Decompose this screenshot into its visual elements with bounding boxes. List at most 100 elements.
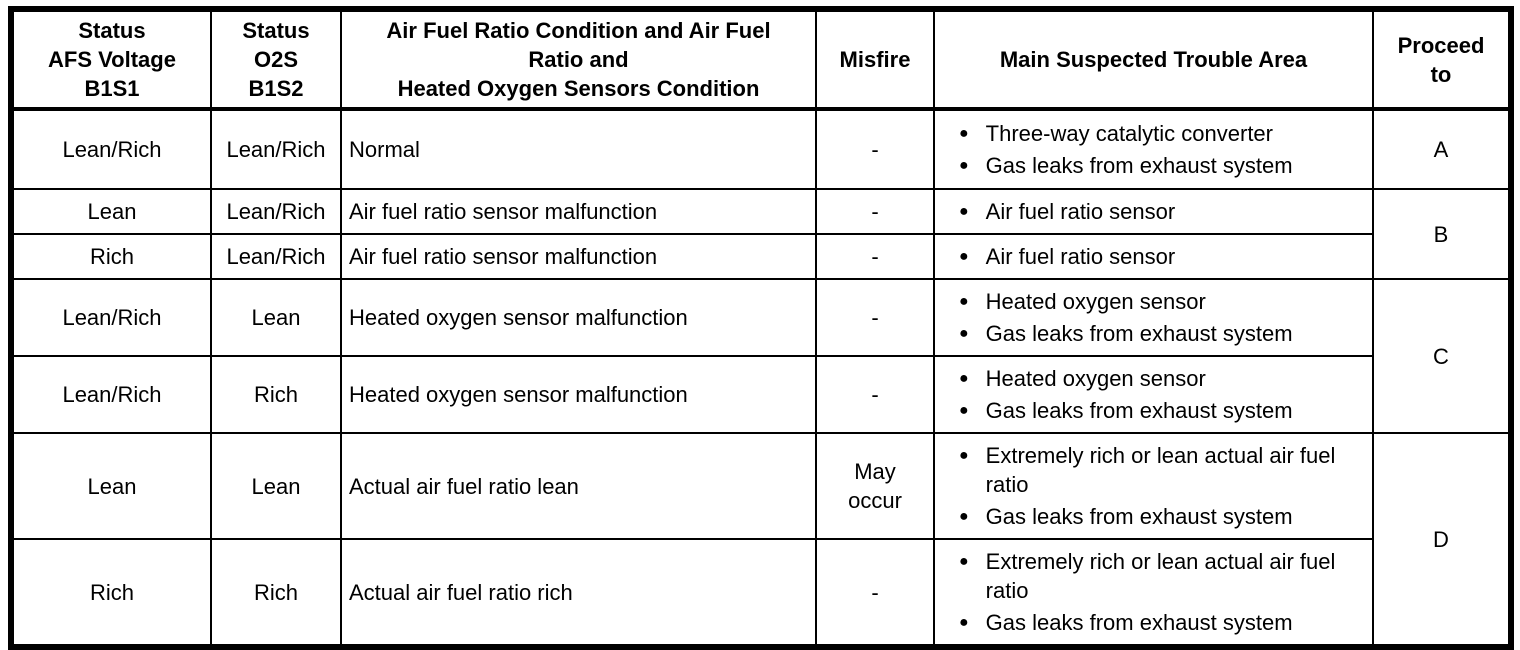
header-line: Heated Oxygen Sensors Condition	[397, 76, 760, 102]
bullet-icon: ●	[959, 293, 969, 311]
trouble-item-text: Three-way catalytic converter	[985, 121, 1273, 147]
table-row: Rich Lean/Rich Air fuel ratio sensor mal…	[10, 233, 1511, 281]
cell-trouble-area: ● Air fuel ratio sensor	[933, 233, 1374, 281]
bullet-icon: ●	[959, 447, 969, 465]
cell-proceed-to: B	[1372, 188, 1512, 281]
header-line: to	[1430, 61, 1452, 87]
header-line: B1S2	[248, 76, 304, 102]
header-line: B1S1	[84, 76, 140, 102]
bullet-icon: ●	[959, 203, 969, 221]
cell-o2s-status: Lean/Rich	[210, 233, 342, 281]
cell-condition: Actual air fuel ratio lean	[340, 432, 817, 541]
trouble-item-text: Gas leaks from exhaust system	[985, 321, 1293, 347]
trouble-item: ● Three-way catalytic converter	[959, 119, 1368, 148]
bullet-icon: ●	[959, 325, 969, 343]
header-condition: Air Fuel Ratio Condition and Air Fuel Ra…	[340, 7, 817, 112]
bullet-icon: ●	[959, 248, 969, 266]
table-row: Lean/Rich Lean/Rich Normal - ● Three-way…	[10, 108, 1512, 191]
header-line: Air Fuel Ratio Condition and Air Fuel	[386, 18, 771, 43]
cell-afs-status: Lean/Rich	[10, 278, 212, 358]
header-line: Misfire	[839, 47, 911, 73]
trouble-item: ● Heated oxygen sensor	[959, 364, 1368, 393]
cell-trouble-area: ● Heated oxygen sensor ● Gas leaks from …	[933, 355, 1374, 435]
header-line: AFS Voltage	[48, 47, 176, 73]
bullet-icon: ●	[959, 553, 969, 571]
cell-misfire: -	[815, 355, 935, 435]
header-misfire: Misfire	[815, 7, 935, 112]
table-row: Rich Rich Actual air fuel ratio rich - ●…	[10, 538, 1511, 649]
table-row: Lean/Rich Rich Heated oxygen sensor malf…	[10, 355, 1511, 435]
header-line: Proceed	[1397, 32, 1485, 58]
header-afs-voltage: Status AFS Voltage B1S1	[10, 7, 212, 112]
header-line: Main Suspected Trouble Area	[999, 47, 1308, 73]
trouble-item: ● Gas leaks from exhaust system	[959, 151, 1368, 180]
trouble-item: ● Gas leaks from exhaust system	[959, 502, 1368, 531]
cell-trouble-area: ● Air fuel ratio sensor	[933, 188, 1374, 236]
header-proceed-to: Proceed to	[1372, 7, 1512, 112]
cell-o2s-status: Lean	[210, 432, 342, 541]
header-line: Status	[242, 18, 310, 43]
cell-misfire: -	[815, 188, 935, 236]
trouble-item-text: Gas leaks from exhaust system	[985, 398, 1293, 424]
cell-condition: Heated oxygen sensor malfunction	[340, 355, 817, 435]
trouble-item: ● Gas leaks from exhaust system	[959, 319, 1368, 348]
cell-o2s-status: Lean/Rich	[210, 188, 342, 236]
cell-misfire: May occur	[815, 432, 935, 541]
bullet-icon: ●	[959, 125, 969, 143]
trouble-item: ● Air fuel ratio sensor	[959, 242, 1368, 271]
trouble-item-text: Extremely rich or lean actual air fuel r…	[985, 549, 1336, 604]
header-trouble-area: Main Suspected Trouble Area	[933, 7, 1374, 112]
cell-afs-status: Rich	[10, 538, 212, 649]
cell-condition: Normal	[340, 108, 817, 191]
header-o2s: Status O2S B1S2	[210, 7, 342, 112]
bullet-icon: ●	[959, 370, 969, 388]
cell-misfire: -	[815, 538, 935, 649]
cell-afs-status: Lean	[10, 188, 212, 236]
trouble-item: ● Extremely rich or lean actual air fuel…	[959, 547, 1368, 605]
header-line: Status	[78, 18, 146, 43]
trouble-item-text: Air fuel ratio sensor	[985, 199, 1176, 225]
bullet-icon: ●	[959, 614, 969, 632]
table-row: Lean Lean/Rich Air fuel ratio sensor mal…	[10, 188, 1512, 281]
cell-afs-status: Lean/Rich	[10, 108, 212, 191]
cell-proceed-to: C	[1372, 278, 1512, 435]
trouble-item-text: Gas leaks from exhaust system	[985, 153, 1293, 179]
table-row: Lean Lean Actual air fuel ratio lean May…	[10, 432, 1512, 649]
cell-trouble-area: ● Three-way catalytic converter ● Gas le…	[933, 108, 1374, 191]
cell-o2s-status: Lean/Rich	[210, 108, 342, 191]
cell-proceed-to: D	[1372, 432, 1512, 649]
cell-o2s-status: Lean	[210, 278, 342, 358]
bullet-icon: ●	[959, 402, 969, 420]
cell-trouble-area: ● Extremely rich or lean actual air fuel…	[933, 432, 1374, 541]
diagnostic-table: Status AFS Voltage B1S1 Status O2S B1S2 …	[8, 6, 1514, 650]
trouble-item-text: Gas leaks from exhaust system	[985, 610, 1293, 636]
trouble-item: ● Gas leaks from exhaust system	[959, 608, 1368, 637]
trouble-item-text: Extremely rich or lean actual air fuel r…	[985, 443, 1336, 498]
bullet-icon: ●	[959, 508, 969, 526]
cell-trouble-area: ● Extremely rich or lean actual air fuel…	[933, 538, 1374, 649]
cell-afs-status: Lean	[10, 432, 212, 541]
cell-afs-status: Rich	[10, 233, 212, 281]
trouble-item: ● Gas leaks from exhaust system	[959, 396, 1368, 425]
cell-afs-status: Lean/Rich	[10, 355, 212, 435]
table-row: Lean/Rich Lean Heated oxygen sensor malf…	[10, 278, 1512, 435]
cell-misfire: -	[815, 233, 935, 281]
cell-condition: Air fuel ratio sensor malfunction	[340, 233, 817, 281]
trouble-item-text: Heated oxygen sensor	[985, 289, 1206, 315]
cell-condition: Air fuel ratio sensor malfunction	[340, 188, 817, 236]
cell-o2s-status: Rich	[210, 538, 342, 649]
trouble-item: ● Extremely rich or lean actual air fuel…	[959, 441, 1368, 499]
cell-trouble-area: ● Heated oxygen sensor ● Gas leaks from …	[933, 278, 1374, 358]
cell-condition: Heated oxygen sensor malfunction	[340, 278, 817, 358]
header-line: O2S	[253, 47, 299, 73]
header-line: Ratio and	[528, 47, 629, 73]
trouble-item: ● Heated oxygen sensor	[959, 287, 1368, 316]
trouble-item-text: Gas leaks from exhaust system	[985, 504, 1293, 530]
trouble-item-text: Heated oxygen sensor	[985, 366, 1206, 392]
trouble-item-text: Air fuel ratio sensor	[985, 244, 1176, 270]
trouble-item: ● Air fuel ratio sensor	[959, 197, 1368, 226]
bullet-icon: ●	[959, 157, 969, 175]
header-row: Status AFS Voltage B1S1 Status O2S B1S2 …	[10, 7, 1512, 112]
cell-misfire: -	[815, 278, 935, 358]
cell-proceed-to: A	[1372, 108, 1512, 191]
